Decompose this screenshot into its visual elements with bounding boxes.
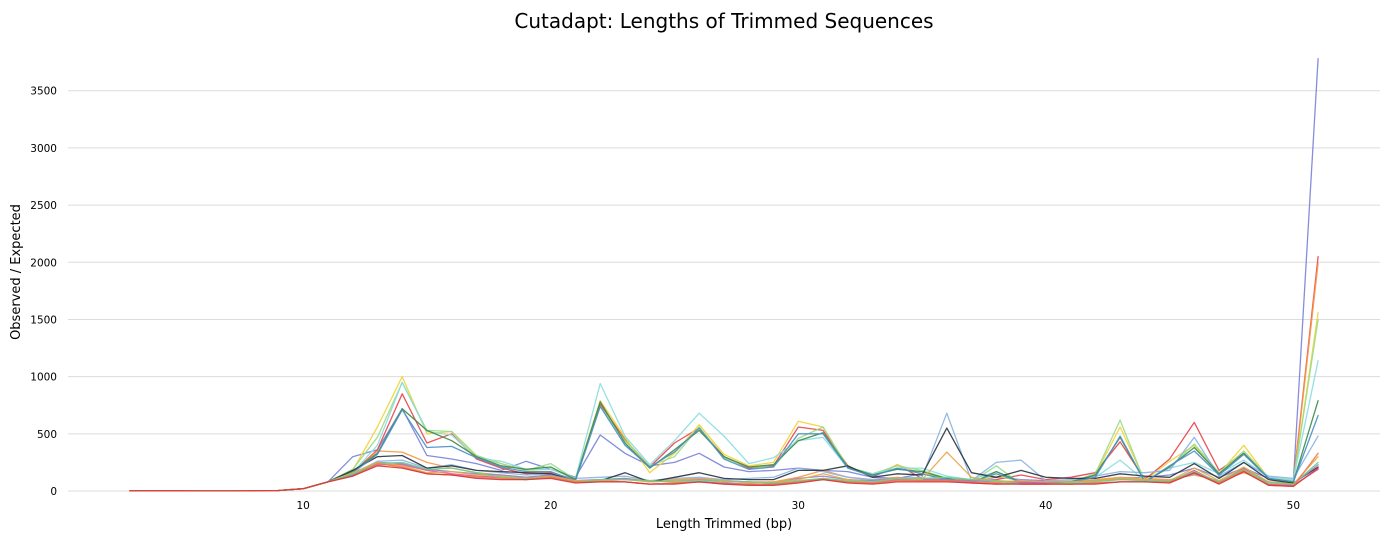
x-tick-label: 30 xyxy=(792,500,805,512)
x-tick-label: 50 xyxy=(1287,500,1300,512)
y-tick-label: 2000 xyxy=(30,257,57,269)
x-tick-label: 20 xyxy=(544,500,557,512)
grid xyxy=(68,90,1380,492)
series-line-5 xyxy=(129,318,1319,492)
series-line-1 xyxy=(129,58,1319,492)
y-tick-label: 3500 xyxy=(30,86,57,98)
y-tick-label: 1500 xyxy=(30,314,57,326)
y-tick-label: 2500 xyxy=(30,200,57,212)
chart-title: Cutadapt: Lengths of Trimmed Sequences xyxy=(514,9,933,33)
series-line-4 xyxy=(129,311,1319,492)
x-tick-label: 10 xyxy=(296,500,309,512)
x-axis-ticks: 10 20 30 40 50 xyxy=(296,500,1300,512)
x-axis-label: Length Trimmed (bp) xyxy=(656,517,792,532)
y-tick-label: 1000 xyxy=(30,372,57,384)
y-axis-ticks: 0 500 1000 1500 2000 2500 3000 3500 xyxy=(30,86,57,498)
y-tick-label: 500 xyxy=(37,429,57,441)
y-tick-label: 0 xyxy=(50,486,57,498)
y-tick-label: 3000 xyxy=(30,143,57,155)
y-axis-label: Observed / Expected xyxy=(9,204,24,340)
series-line-16 xyxy=(129,465,1319,492)
series-group xyxy=(129,58,1319,492)
x-tick-label: 40 xyxy=(1039,500,1052,512)
